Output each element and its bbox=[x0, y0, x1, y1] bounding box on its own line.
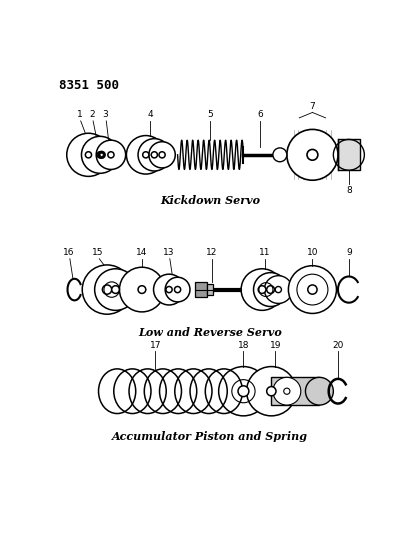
Circle shape bbox=[81, 136, 118, 173]
Text: 2: 2 bbox=[89, 110, 95, 119]
Circle shape bbox=[266, 386, 275, 396]
Text: 16: 16 bbox=[63, 248, 74, 257]
Circle shape bbox=[283, 388, 289, 394]
Text: 9: 9 bbox=[345, 248, 351, 257]
Text: 13: 13 bbox=[162, 248, 173, 257]
Circle shape bbox=[266, 286, 274, 294]
Bar bbox=[194, 282, 207, 297]
Circle shape bbox=[97, 152, 103, 158]
Bar bbox=[207, 284, 213, 295]
Text: 7: 7 bbox=[309, 102, 315, 111]
Circle shape bbox=[218, 367, 267, 416]
Circle shape bbox=[306, 149, 317, 160]
Text: 8351 500: 8351 500 bbox=[59, 79, 119, 92]
Bar bbox=[337, 140, 359, 170]
Circle shape bbox=[159, 152, 165, 158]
Circle shape bbox=[165, 277, 189, 302]
Text: Kickdown Servo: Kickdown Servo bbox=[160, 195, 259, 206]
Circle shape bbox=[67, 133, 110, 176]
Text: Low and Reverse Servo: Low and Reverse Servo bbox=[138, 327, 281, 337]
Circle shape bbox=[94, 269, 136, 310]
Circle shape bbox=[272, 148, 286, 161]
Text: 19: 19 bbox=[269, 341, 280, 350]
Circle shape bbox=[97, 151, 105, 159]
Circle shape bbox=[274, 287, 281, 293]
Text: 12: 12 bbox=[205, 248, 217, 257]
Circle shape bbox=[138, 286, 146, 294]
Circle shape bbox=[307, 285, 316, 294]
Circle shape bbox=[264, 276, 292, 303]
Text: 8: 8 bbox=[345, 187, 351, 196]
Circle shape bbox=[166, 287, 172, 293]
Circle shape bbox=[85, 152, 91, 158]
Circle shape bbox=[151, 152, 157, 158]
Text: 18: 18 bbox=[237, 341, 249, 350]
Circle shape bbox=[82, 265, 132, 314]
Circle shape bbox=[238, 386, 248, 397]
Circle shape bbox=[272, 377, 300, 405]
Text: 17: 17 bbox=[149, 341, 161, 350]
Circle shape bbox=[174, 287, 180, 293]
Circle shape bbox=[96, 140, 125, 169]
Circle shape bbox=[108, 152, 114, 158]
Circle shape bbox=[102, 285, 111, 294]
Circle shape bbox=[148, 142, 175, 168]
Text: 3: 3 bbox=[102, 110, 108, 119]
Text: 4: 4 bbox=[147, 110, 153, 119]
Circle shape bbox=[305, 377, 333, 405]
Bar bbox=[271, 377, 319, 405]
Circle shape bbox=[240, 269, 282, 310]
Text: 6: 6 bbox=[257, 110, 263, 119]
Text: 20: 20 bbox=[332, 341, 343, 350]
Circle shape bbox=[111, 286, 119, 294]
Circle shape bbox=[286, 130, 337, 180]
Text: 15: 15 bbox=[92, 248, 103, 257]
Circle shape bbox=[288, 265, 336, 313]
Text: 14: 14 bbox=[136, 248, 147, 257]
Circle shape bbox=[138, 139, 170, 171]
Text: 11: 11 bbox=[259, 248, 270, 257]
Circle shape bbox=[258, 286, 265, 294]
Circle shape bbox=[126, 135, 165, 174]
Circle shape bbox=[119, 267, 164, 312]
Text: 10: 10 bbox=[306, 248, 317, 257]
Circle shape bbox=[100, 154, 103, 156]
Circle shape bbox=[153, 274, 184, 305]
Circle shape bbox=[142, 152, 148, 158]
Text: 1: 1 bbox=[77, 110, 83, 119]
Text: Accumulator Piston and Spring: Accumulator Piston and Spring bbox=[112, 431, 308, 442]
Circle shape bbox=[246, 367, 295, 416]
Circle shape bbox=[253, 273, 287, 306]
Text: 5: 5 bbox=[207, 110, 213, 119]
